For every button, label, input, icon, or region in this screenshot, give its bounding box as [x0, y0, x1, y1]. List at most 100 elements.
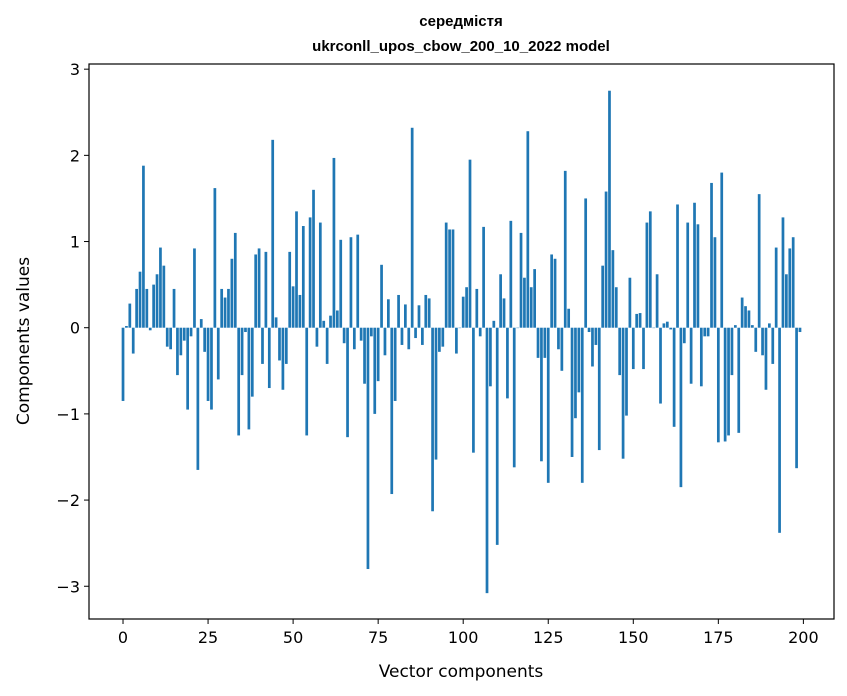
- bar-151: [635, 313, 639, 328]
- bar-184: [747, 310, 751, 328]
- bar-23: [199, 319, 203, 328]
- bar-59: [322, 320, 326, 328]
- bar-158: [659, 327, 662, 404]
- bar-170: [699, 327, 703, 387]
- bar-119: [526, 131, 530, 328]
- bar-120: [529, 287, 533, 328]
- bar-106: [482, 226, 485, 328]
- bar-104: [475, 288, 479, 328]
- bar-134: [577, 327, 581, 393]
- x-tick-label-50: 50: [283, 628, 303, 647]
- bar-198: [795, 327, 798, 469]
- bar-24: [203, 327, 207, 352]
- bar-121: [533, 269, 536, 328]
- bar-81: [397, 294, 400, 328]
- bar-168: [693, 202, 696, 328]
- bar-5: [138, 271, 142, 328]
- bar-165: [682, 327, 686, 344]
- bar-146: [618, 327, 622, 376]
- bar-53: [301, 226, 305, 328]
- bar-100: [461, 296, 465, 328]
- bar-7: [145, 288, 149, 328]
- bar-9: [152, 284, 155, 328]
- bar-18: [182, 327, 186, 341]
- bar-177: [723, 327, 727, 442]
- bar-4: [135, 288, 138, 328]
- bar-51: [295, 211, 298, 328]
- bar-1: [125, 325, 128, 328]
- x-tick-label-125: 125: [533, 628, 564, 647]
- bar-54: [305, 327, 309, 436]
- bar-130: [563, 170, 567, 328]
- bar-183: [744, 306, 747, 328]
- y-tick-label-0: 0: [70, 319, 80, 338]
- bar-132: [570, 327, 574, 457]
- bar-150: [631, 327, 635, 370]
- bar-50: [291, 286, 295, 328]
- x-tick-label-100: 100: [448, 628, 479, 647]
- bar-113: [506, 327, 509, 399]
- bar-39: [254, 254, 258, 328]
- bar-73: [369, 327, 373, 337]
- bar-68: [352, 327, 356, 350]
- bar-19: [186, 327, 190, 410]
- bar-80: [393, 327, 397, 401]
- bar-94: [441, 327, 445, 347]
- x-axis-ticks: 0 25 50 75 100 125 150 175 200: [118, 619, 819, 647]
- bar-180: [733, 325, 737, 328]
- bar-20: [189, 327, 193, 337]
- bar-32: [230, 258, 234, 328]
- bar-101: [465, 287, 468, 328]
- bar-108: [489, 327, 492, 387]
- bar-36: [244, 327, 247, 333]
- bar-10: [155, 274, 159, 328]
- bar-114: [509, 220, 513, 328]
- bar-83: [404, 304, 407, 328]
- bar-143: [608, 90, 611, 328]
- bar-155: [648, 211, 652, 328]
- bar-0: [121, 327, 125, 401]
- bar-95: [444, 222, 448, 328]
- x-tick-label-175: 175: [703, 628, 734, 647]
- x-axis-label: Vector components: [379, 662, 544, 682]
- bar-46: [278, 327, 281, 361]
- bar-97: [451, 229, 455, 328]
- bar-78: [387, 299, 390, 328]
- bar-103: [472, 327, 475, 453]
- bar-187: [757, 194, 761, 328]
- bar-176: [720, 172, 724, 328]
- bar-82: [400, 327, 404, 345]
- bar-190: [768, 323, 771, 328]
- x-tick-label-0: 0: [118, 628, 128, 647]
- bar-11: [159, 247, 162, 328]
- bar-199: [798, 327, 802, 333]
- bar-77: [383, 327, 387, 356]
- bar-169: [696, 224, 700, 328]
- bar-191: [771, 327, 775, 364]
- y-tick-label--1: −1: [56, 405, 80, 424]
- bar-49: [288, 251, 292, 328]
- bar-44: [271, 139, 275, 328]
- bar-66: [346, 327, 349, 438]
- bar-31: [227, 288, 230, 328]
- y-tick-label-2: 2: [70, 146, 80, 165]
- bar-88: [421, 327, 424, 345]
- bar-33: [233, 232, 237, 328]
- bar-35: [240, 327, 244, 376]
- bar-30: [223, 297, 227, 328]
- bar-125: [546, 327, 550, 483]
- bar-115: [512, 327, 516, 468]
- bar-189: [764, 327, 768, 390]
- bar-185: [751, 325, 754, 328]
- bar-194: [781, 217, 785, 328]
- bar-105: [478, 327, 482, 337]
- bar-16: [176, 327, 179, 376]
- bar-27: [213, 188, 217, 328]
- bar-72: [366, 327, 370, 570]
- bar-15: [172, 288, 176, 328]
- bar-28: [216, 327, 220, 380]
- bar-61: [329, 315, 332, 328]
- bar-161: [669, 327, 673, 330]
- bar-25: [206, 327, 210, 401]
